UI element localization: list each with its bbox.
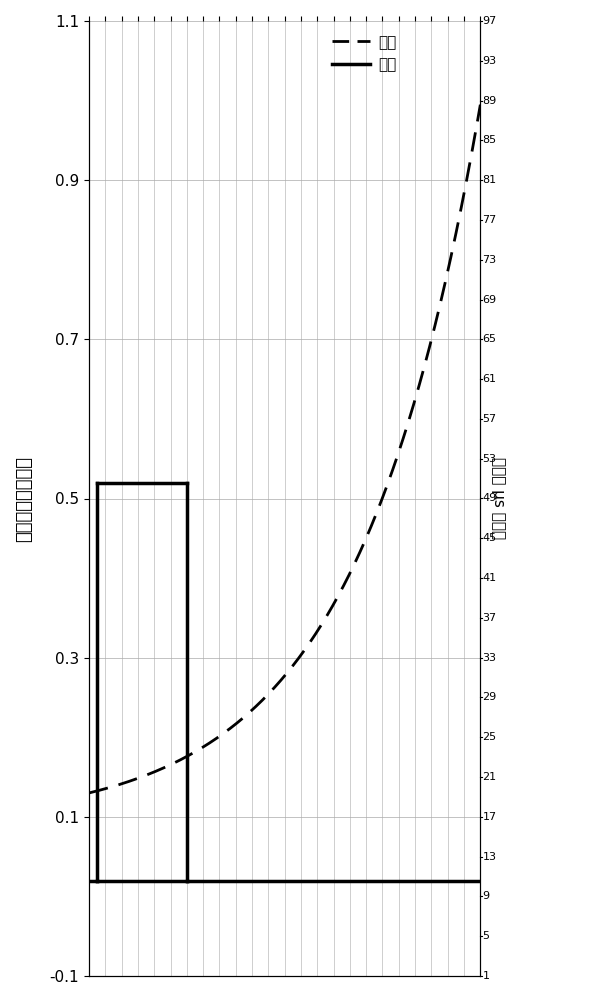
Text: 17: 17	[482, 812, 496, 822]
Text: 93: 93	[482, 56, 496, 66]
Text: 13: 13	[482, 852, 496, 862]
Text: 69: 69	[482, 295, 496, 305]
Text: 1: 1	[482, 971, 489, 981]
Text: 57: 57	[482, 414, 496, 424]
Legend: 脉冲, 近似: 脉冲, 近似	[326, 29, 402, 79]
Text: 33: 33	[482, 653, 496, 663]
Text: 61: 61	[482, 374, 496, 384]
Text: 49: 49	[482, 493, 496, 503]
Text: 85: 85	[482, 135, 496, 145]
Y-axis label: 标准化的脉冲电流: 标准化的脉冲电流	[15, 456, 33, 542]
Text: 时间以 μs 为单位: 时间以 μs 为单位	[491, 457, 506, 540]
Text: 37: 37	[482, 613, 496, 623]
Text: 9: 9	[482, 891, 489, 901]
Text: 73: 73	[482, 255, 496, 265]
Text: 5: 5	[482, 931, 489, 941]
Text: 45: 45	[482, 533, 496, 543]
Text: 77: 77	[482, 215, 496, 225]
Text: 21: 21	[482, 772, 496, 782]
Text: 81: 81	[482, 175, 496, 185]
Text: 41: 41	[482, 573, 496, 583]
Text: 25: 25	[482, 732, 496, 742]
Text: 89: 89	[482, 96, 496, 106]
Text: 29: 29	[482, 692, 496, 702]
Text: 97: 97	[482, 16, 496, 26]
Text: 53: 53	[482, 454, 496, 464]
Text: 65: 65	[482, 334, 496, 344]
